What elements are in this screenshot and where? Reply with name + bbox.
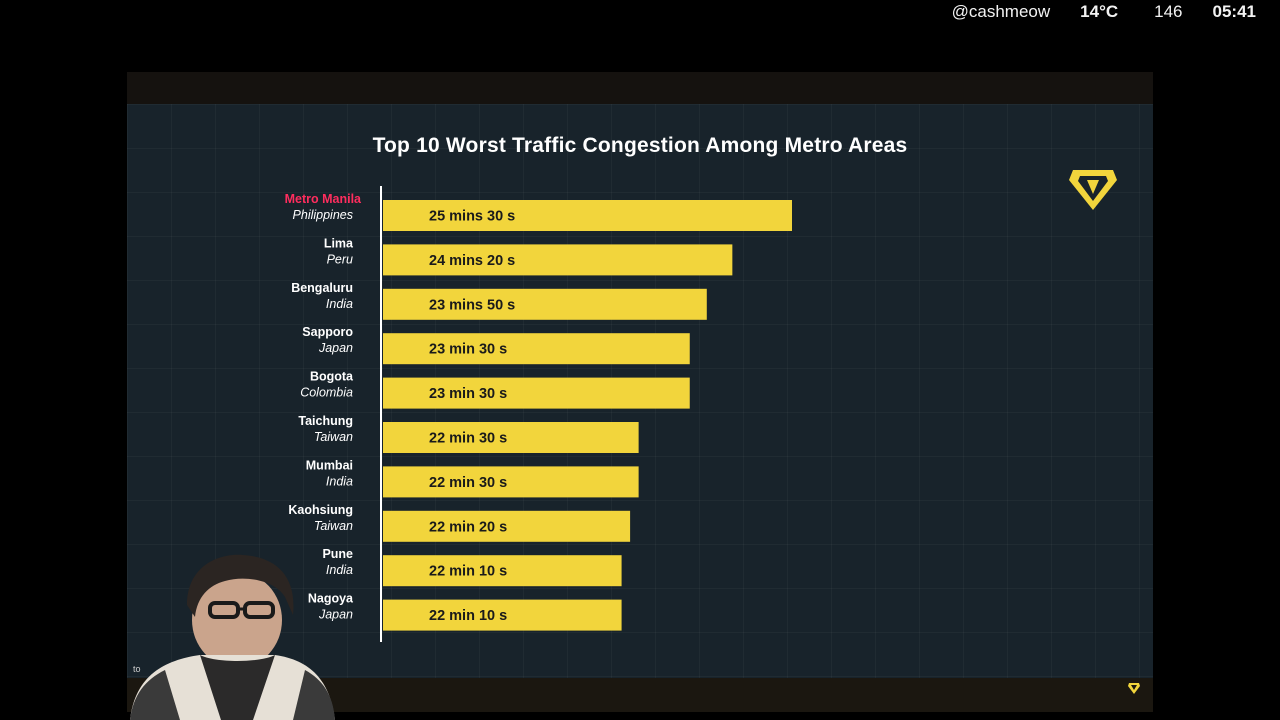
- category-city-label: Mumbai: [306, 458, 353, 472]
- bar-nagoya: [383, 599, 622, 631]
- viewer-count: 146: [1154, 2, 1183, 21]
- bar-taichung: [383, 422, 639, 453]
- small-diamond-icon: [1128, 683, 1140, 694]
- category-country-label: Japan: [318, 341, 353, 355]
- bars-layer: 25 mins 30 s Metro Manila Philippines 24 mi…: [285, 186, 792, 642]
- bar-lima: [383, 244, 733, 276]
- category-country-label: Philippines: [293, 208, 353, 222]
- channel-handle: @cashmeow: [951, 2, 1051, 21]
- bar-value-label: 22 min 30 s: [429, 475, 507, 491]
- bar-value-label: 24 mins 20 s: [429, 253, 515, 269]
- bar-value-label: 22 min 10 s: [429, 608, 507, 624]
- category-country-label: India: [326, 297, 353, 311]
- bar-kaohsiung: [383, 510, 631, 542]
- chart-title: Top 10 Worst Traffic Congestion Among Me…: [372, 134, 908, 157]
- category-country-label: Colombia: [300, 386, 353, 400]
- temperature-readout: 14°C: [1080, 2, 1119, 21]
- category-city-label: Kaohsiung: [288, 503, 353, 517]
- bar-value-label: 23 mins 50 s: [429, 297, 515, 313]
- bar-bogota: [383, 377, 690, 409]
- category-city-label: Lima: [324, 236, 354, 250]
- category-city-label: Nagoya: [308, 592, 354, 606]
- category-country-label: Peru: [327, 252, 353, 266]
- category-city-label: Sapporo: [302, 325, 353, 339]
- category-city-label: Pune: [322, 547, 353, 561]
- yellow-diamond-shield-icon: [1069, 170, 1117, 210]
- bar-bengaluru: [383, 288, 707, 320]
- category-city-label: Metro Manila: [285, 192, 362, 206]
- video-frame: Top 10 Worst Traffic Congestion Among Me…: [127, 72, 1153, 712]
- bar-value-label: 23 min 30 s: [429, 386, 507, 402]
- category-country-label: Japan: [318, 608, 353, 622]
- category-city-label: Taichung: [298, 414, 353, 428]
- category-country-label: Taiwan: [314, 430, 353, 444]
- category-city-label: Bogota: [310, 370, 354, 384]
- category-city-label: Bengaluru: [291, 281, 353, 295]
- bar-mumbai: [383, 466, 639, 498]
- chart-slide: Top 10 Worst Traffic Congestion Among Me…: [127, 104, 1153, 678]
- clock-time: 05:41: [1212, 2, 1256, 21]
- overlay-text-fragment: to: [133, 664, 141, 674]
- bar-value-label: 22 min 20 s: [429, 519, 507, 535]
- bar-value-label: 23 min 30 s: [429, 342, 507, 358]
- bar-metro-manila: [383, 200, 792, 231]
- presenter-webcam-overlay: [130, 554, 335, 720]
- bar-value-label: 22 min 30 s: [429, 431, 507, 447]
- bar-pune: [383, 555, 622, 587]
- category-country-label: India: [326, 563, 353, 577]
- category-country-label: India: [326, 474, 353, 488]
- status-bar: @cashmeow 14°C 146 05:41: [952, 0, 1256, 24]
- bar-sapporo: [383, 333, 690, 365]
- category-country-label: Taiwan: [314, 519, 353, 533]
- bar-chart: 25 mins 30 s Metro Manila Philippines 24 mi…: [285, 186, 792, 642]
- bar-value-label: 22 min 10 s: [429, 564, 507, 580]
- bar-value-label: 25 mins 30 s: [429, 209, 515, 225]
- frame-top-strip: [127, 72, 1153, 104]
